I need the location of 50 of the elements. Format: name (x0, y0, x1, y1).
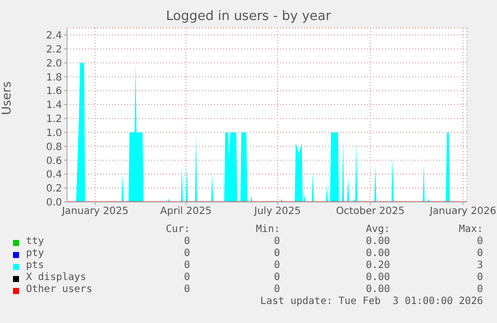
y-tick-label: 1.8 (46, 72, 62, 84)
y-axis-title: Users (0, 81, 14, 115)
text: 0.00 (366, 236, 390, 247)
legend-label: pts (26, 260, 44, 271)
text: 0 (184, 272, 190, 283)
text: 3 (476, 260, 483, 271)
text: Cur: (166, 224, 190, 235)
text: Min: (256, 224, 280, 235)
text: 0 (274, 284, 280, 295)
text: 0 (274, 236, 280, 247)
text: Last update: Tue Feb 3 01:00:00 2026 (260, 296, 483, 307)
y-tick-label: 1.0 (46, 128, 62, 139)
y-tick-label: 0.8 (46, 142, 62, 153)
y-tick-label: 2.4 (46, 30, 62, 42)
x-tick-label: January 2026 (428, 206, 496, 218)
y-tick-label: 1.4 (46, 100, 62, 112)
y-tick-label: 2.2 (46, 44, 62, 56)
legend-label: tty (26, 236, 44, 247)
x-tick-label: April 2025 (160, 206, 212, 218)
text: Avg: (366, 224, 390, 235)
text: 0 (274, 272, 280, 283)
text: 0 (184, 248, 190, 259)
legend-label: X displays (26, 272, 86, 283)
x-tick-label: October 2025 (336, 206, 405, 218)
y-tick-label: 1.6 (46, 86, 62, 98)
x-tick-label: January 2025 (60, 206, 128, 218)
x-tick-label: July 2025 (253, 206, 301, 218)
text: 0 (184, 260, 190, 271)
y-tick-label: 0.0 (46, 198, 62, 209)
text: 0 (476, 272, 483, 283)
text: 0 (274, 248, 280, 259)
y-tick-label: 0.6 (46, 156, 62, 167)
text: 0.00 (366, 284, 390, 295)
legend-label: Other users (26, 284, 92, 295)
y-tick-label: 0.2 (46, 184, 62, 195)
text: 0 (184, 284, 190, 295)
chart-title: Logged in users - by year (164, 9, 332, 24)
legend-label: pty (26, 248, 44, 259)
y-tick-label: 0.4 (46, 170, 62, 181)
text: 0.00 (366, 248, 390, 259)
text: 0 (476, 248, 483, 259)
text: 0 (184, 236, 190, 247)
text: 0 (274, 260, 280, 271)
text: 0.20 (366, 260, 390, 271)
text: 0.00 (366, 272, 390, 283)
text: 0 (476, 284, 483, 295)
y-tick-label: 2.0 (46, 58, 62, 70)
y-tick-label: 1.2 (46, 114, 62, 126)
text: Max: (458, 224, 483, 235)
text: 0 (476, 236, 483, 247)
